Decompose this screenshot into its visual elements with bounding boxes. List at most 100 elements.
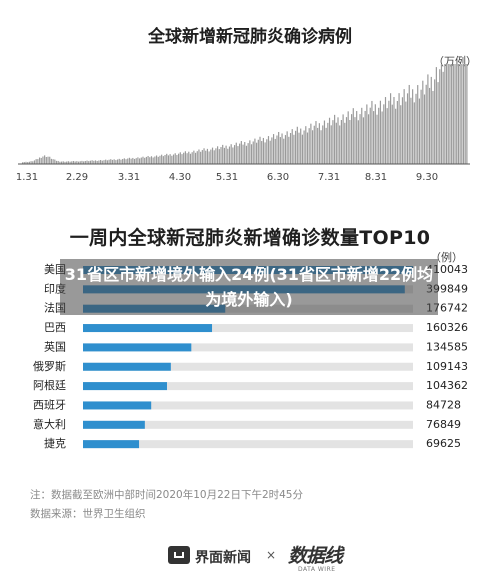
chart1-bar	[293, 134, 295, 164]
chart1-bar	[201, 150, 203, 164]
chart1-bar	[422, 80, 424, 164]
chart1-bar	[383, 104, 385, 164]
chart1-bar	[127, 158, 129, 164]
chart1-bar	[454, 64, 456, 164]
chart1-bar	[69, 161, 71, 164]
chart1-bar	[427, 74, 429, 164]
chart1-bar	[247, 143, 249, 164]
chart1-bar	[286, 131, 288, 164]
chart1-bar	[42, 156, 44, 164]
chart1-bar	[132, 157, 134, 164]
chart1-bar	[66, 161, 68, 164]
chart1-bar	[172, 154, 175, 164]
chart1-bar	[272, 134, 275, 164]
chart1-bar	[162, 156, 164, 164]
chart1-bar	[32, 161, 34, 164]
chart1-bar	[181, 154, 183, 164]
chart1-bar	[52, 159, 54, 164]
chart1-x-tick-label: 8.31	[365, 172, 387, 183]
chart1-bar	[40, 157, 42, 164]
chart1-bar	[288, 136, 290, 164]
chart1-bar	[171, 155, 173, 164]
chart1-bar	[213, 150, 215, 164]
chart1-bar	[179, 152, 181, 164]
chart1-bar	[120, 159, 122, 164]
chart2-category-label: 俄罗斯	[33, 360, 66, 373]
chart1-bar	[128, 157, 131, 164]
chart1-bar	[147, 155, 149, 164]
chart1-bar	[435, 67, 437, 164]
chart1-bar	[378, 107, 380, 164]
chart1-bar	[289, 133, 292, 164]
chart1-bar	[342, 114, 344, 164]
chart1-bar	[413, 102, 415, 164]
chart1-bar	[308, 128, 310, 164]
chart1-bar	[84, 160, 86, 164]
overlay-caption: 31省区市新增境外输入24例(31省区市新增22例均为境外输入)	[60, 259, 438, 315]
chart1-bar	[228, 146, 231, 164]
chart1-bar	[174, 153, 176, 164]
chart2-value-label: 69625	[426, 437, 461, 450]
footer-separator: ×	[266, 548, 277, 562]
chart2-value-label: 104362	[426, 379, 468, 392]
chart1-bar	[311, 130, 314, 164]
chart1-bar	[403, 89, 405, 164]
chart1-bar	[279, 137, 281, 164]
chart1-bar	[50, 158, 53, 164]
chart1-bar	[462, 64, 465, 164]
chart1-bar	[125, 159, 127, 164]
chart1-bar	[130, 158, 132, 164]
chart1-bar	[347, 111, 349, 164]
chart1-bar	[298, 132, 300, 164]
chart1-bar	[86, 160, 88, 164]
chart1-unit: （万例）	[433, 55, 477, 68]
chart1-bar	[159, 155, 161, 164]
chart2-bar-track	[83, 324, 413, 333]
chart1-bar	[28, 161, 30, 164]
chart1-bar	[310, 123, 312, 164]
chart1-bar	[430, 76, 432, 164]
chart1-bar	[189, 153, 192, 164]
chart1-bar	[447, 64, 449, 164]
chart1-bar	[38, 157, 41, 164]
chart2-bar	[83, 343, 192, 352]
chart1-title: 全球新增新冠肺炎确诊病例	[148, 27, 352, 47]
chart1-bar	[191, 152, 193, 164]
chart1-bar	[339, 125, 341, 164]
chart1-bar	[420, 89, 422, 164]
chart1-bar	[350, 114, 353, 164]
chart1-bar	[361, 107, 363, 164]
chart1-bar	[415, 93, 417, 164]
chart2-bar	[83, 382, 167, 391]
chart2-category-label: 捷克	[44, 436, 66, 450]
chart2-bar-track	[83, 343, 413, 352]
chart1-bar	[254, 138, 256, 164]
footer-brand-jiemian: 界面新闻	[195, 550, 251, 566]
chart1-bar	[418, 98, 421, 164]
chart1-bar	[176, 154, 178, 164]
chart1-bar	[206, 148, 209, 164]
chart2-value-label: 76849	[426, 418, 461, 431]
chart1-x-tick-label: 1.31	[16, 172, 38, 183]
chart1-bar	[388, 100, 390, 164]
chart2-category-label: 巴西	[44, 321, 66, 334]
chart1-bar	[428, 87, 431, 164]
chart2-bar-track	[83, 382, 413, 391]
chart1-bar	[325, 127, 327, 164]
chart1-bar	[57, 160, 59, 164]
chart2-bar	[83, 440, 140, 449]
chart1-bar	[193, 150, 195, 164]
chart1-bar	[244, 142, 246, 164]
chart1-bar	[227, 148, 229, 164]
chart1-bar	[449, 64, 451, 164]
chart1-bar	[150, 156, 153, 164]
chart1-x-tick-label: 3.31	[118, 172, 140, 183]
chart1-x-tick-label: 9.30	[416, 172, 438, 183]
chart1-bar	[313, 125, 315, 164]
chart1-bar	[101, 160, 103, 164]
chart1-bar	[317, 127, 319, 164]
chart2-value-label: 134585	[426, 340, 468, 353]
chart1-bar	[356, 111, 358, 164]
chart1-bar	[359, 114, 361, 164]
chart2-bar-track	[83, 420, 413, 429]
